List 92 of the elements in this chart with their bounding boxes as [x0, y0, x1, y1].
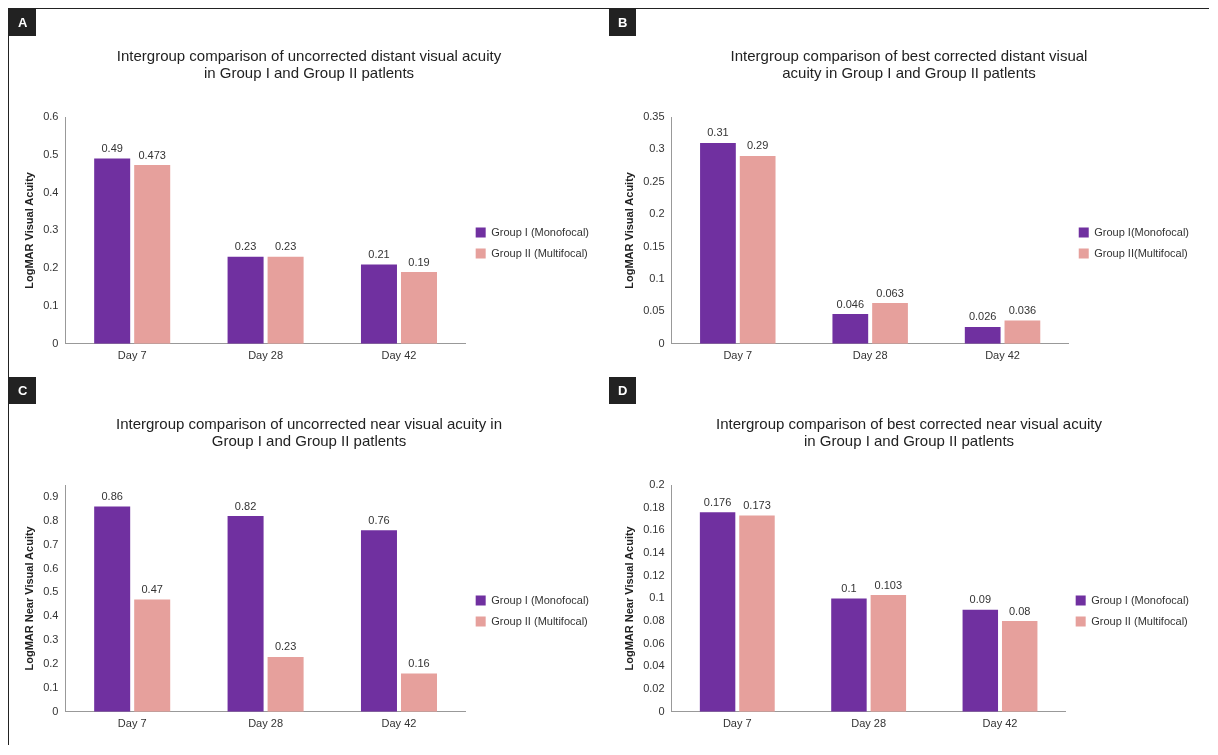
y-tick-label: 0.1: [43, 299, 59, 312]
y-tick-label: 0.8: [43, 513, 59, 526]
y-tick-label: 0.1: [43, 680, 59, 693]
data-label: 0.29: [746, 139, 769, 152]
y-tick-label: 0: [658, 336, 665, 349]
y-tick-label: 0.16: [643, 523, 665, 536]
legend-label: Group I (Monofocal): [491, 593, 590, 606]
data-label: 0.08: [1009, 604, 1031, 617]
chart-title: Intergroup comparison of uncorrected distant visual acuity in Group I and Group II patlents: [115, 47, 503, 81]
data-label: 0.09: [969, 593, 992, 606]
y-tick-label: 0.4: [43, 185, 59, 198]
y-axis-title: LogMAR Near Visual Acuity: [622, 525, 635, 671]
y-tick-label: 0.12: [643, 568, 665, 581]
y-tick-label: 0.02: [643, 682, 665, 695]
y-tick-label: 0.9: [43, 489, 59, 502]
data-label: 0.86: [101, 490, 123, 503]
y-axis-title: LogMAR Visual Acuity: [622, 171, 635, 289]
data-label: 0.16: [408, 657, 430, 670]
x-tick-label: Day 7: [723, 349, 753, 362]
data-label: 0.47: [141, 583, 163, 596]
y-tick-label: 0.5: [43, 147, 59, 160]
data-label: 0.473: [138, 148, 166, 161]
data-label: 0.31: [707, 126, 729, 139]
legend-label: Group II (Multifocal): [491, 614, 588, 627]
y-tick-label: 0.1: [649, 591, 665, 604]
data-label: 0.103: [874, 578, 903, 591]
chart-title: Intergroup comparison of best corrected distant visual acuity in Group I and Group II patlents: [729, 47, 1089, 81]
y-tick-label: 0.18: [643, 500, 665, 513]
legend-label: Group I(Monofocal): [1094, 225, 1189, 238]
data-label: 0.76: [368, 513, 390, 526]
y-tick-label: 0.6: [43, 561, 59, 574]
legend-label: Group II(Multifocal): [1094, 246, 1188, 259]
data-label: 0.046: [836, 297, 865, 310]
y-tick-label: 0.08: [643, 614, 665, 627]
y-tick-label: 0.06: [643, 636, 665, 649]
legend-label: Group I (Monofocal): [491, 225, 590, 238]
x-tick-label: Day 42: [381, 717, 417, 730]
y-tick-label: 0.3: [43, 633, 59, 646]
y-tick-label: 0.04: [643, 659, 665, 672]
y-axis-title: LogMAR Visual Acuity: [22, 171, 35, 289]
y-axis-title: LogMAR Near Visual Acuity: [22, 525, 35, 671]
y-tick-label: 0.25: [643, 174, 665, 187]
y-tick-label: 0.6: [43, 110, 59, 123]
chart-title: Intergroup comparison of best corrected near visual acuity in Group I and Group II patlents: [715, 415, 1103, 449]
y-tick-label: 0.2: [649, 478, 665, 491]
y-tick-label: 0.35: [643, 110, 665, 123]
x-tick-label: Day 7: [117, 349, 147, 362]
x-tick-label: Day 28: [248, 349, 284, 362]
x-tick-label: Day 42: [982, 717, 1018, 730]
data-label: 0.82: [234, 499, 257, 512]
x-tick-label: Day 7: [117, 717, 147, 730]
y-tick-label: 0: [658, 704, 665, 717]
legend-label: Group II (Multifocal): [491, 246, 588, 259]
data-label: 0.23: [274, 240, 297, 253]
y-tick-label: 0.3: [43, 223, 59, 236]
legend-label: Group I (Monofocal): [1091, 593, 1190, 606]
data-label: 0.23: [234, 240, 257, 253]
text: B: [609, 9, 637, 36]
data-label: 0.176: [703, 495, 732, 508]
x-tick-label: Day 7: [722, 717, 752, 730]
y-tick-label: 0.05: [643, 304, 665, 317]
text: C: [9, 377, 37, 404]
text: A: [9, 9, 37, 36]
data-label: 0.026: [968, 310, 997, 323]
data-label: 0.19: [408, 255, 430, 268]
y-tick-label: 0.14: [643, 546, 665, 559]
y-tick-label: 0.2: [649, 207, 665, 220]
x-tick-label: Day 28: [248, 717, 284, 730]
data-label: 0.49: [101, 142, 123, 155]
y-tick-label: 0.2: [43, 657, 59, 670]
y-tick-label: 0.2: [43, 261, 59, 274]
data-label: 0.173: [743, 499, 771, 512]
data-label: 0.23: [274, 640, 297, 653]
y-tick-label: 0.4: [43, 609, 59, 622]
chart-title: Intergroup comparison of uncorrected near visual acuity in Group I and Group II patlents: [114, 415, 503, 449]
x-tick-label: Day 28: [851, 717, 887, 730]
data-label: 0.063: [876, 286, 904, 299]
x-tick-label: Day 42: [381, 349, 417, 362]
text: D: [609, 377, 637, 404]
y-tick-label: 0.3: [649, 142, 665, 155]
data-label: 0.036: [1008, 304, 1037, 316]
legend-label: Group II (Multifocal): [1091, 614, 1188, 627]
data-label: 0.21: [368, 247, 390, 260]
y-tick-label: 0.1: [649, 272, 665, 285]
x-tick-label: Day 28: [852, 349, 888, 362]
y-tick-label: 0: [52, 704, 59, 717]
data-label: 0.1: [841, 581, 857, 594]
y-tick-label: 0.5: [43, 585, 59, 598]
y-tick-label: 0.15: [643, 239, 665, 252]
x-tick-label: Day 42: [985, 349, 1020, 362]
y-tick-label: 0.7: [43, 537, 59, 550]
y-tick-label: 0: [52, 336, 59, 349]
